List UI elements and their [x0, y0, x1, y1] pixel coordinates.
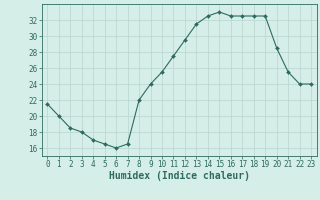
- X-axis label: Humidex (Indice chaleur): Humidex (Indice chaleur): [109, 171, 250, 181]
